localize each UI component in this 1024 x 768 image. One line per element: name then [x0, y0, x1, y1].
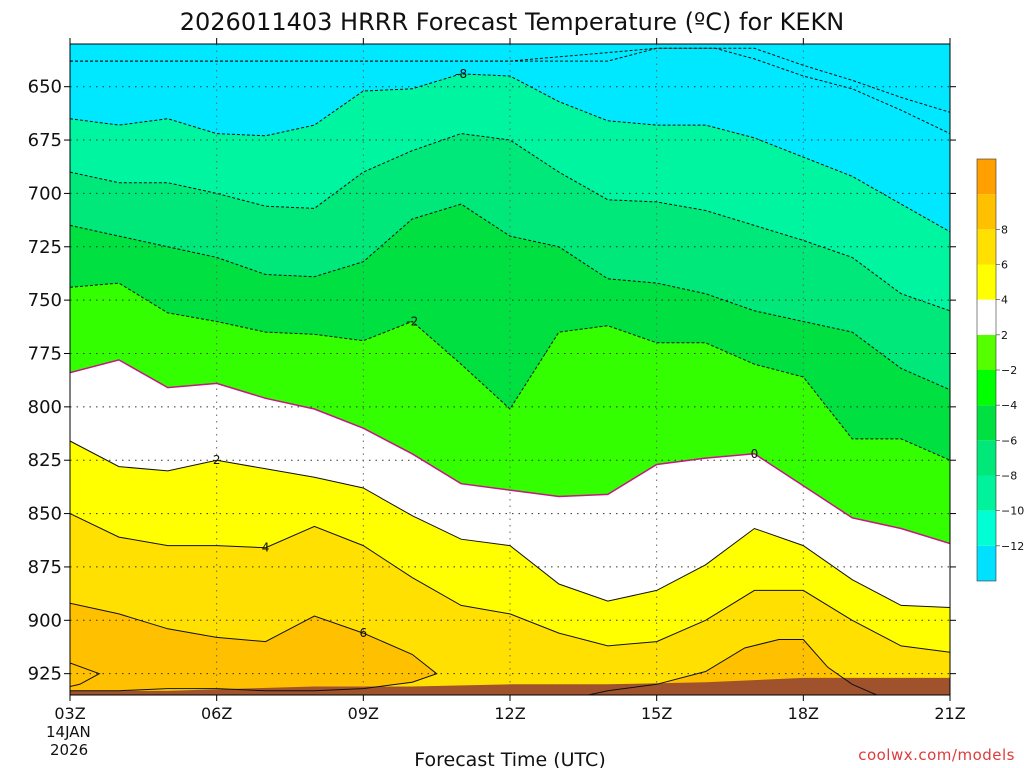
y-tick-label-650: 650	[28, 77, 62, 98]
colorbar-swatch-6	[977, 334, 996, 370]
colorbar-legend: 8 6 4 2 −2 −4 −6 −8 −10 −12	[976, 158, 1024, 582]
x-tick-label-06Z: 06Z	[201, 704, 232, 723]
colorbar-tick-label-2: 4	[1001, 294, 1008, 307]
contour-line-2-7	[70, 440, 950, 608]
x-tick-label-15Z: 15Z	[641, 704, 672, 723]
colorbar-tick-label-0: 8	[1001, 223, 1008, 236]
contour-label-2: 2	[213, 453, 221, 467]
x-axis-first-date: 14JAN	[46, 723, 91, 741]
x-tick-label-03Z: 03Z	[54, 704, 85, 723]
x-axis-ticks: 03Z 06Z 09Z 12Z 15Z 18Z 21Z	[54, 38, 966, 723]
colorbar-swatch-3	[977, 440, 996, 476]
y-tick-label-750: 750	[28, 290, 62, 311]
contour-lines	[70, 47, 950, 695]
contour-line-0-6	[70, 359, 950, 545]
contour-line-6-9	[70, 602, 438, 692]
contour-labels: -8 -2 0 2 4 6	[213, 67, 758, 640]
colorbar-swatch-2	[977, 475, 996, 511]
contour-line-6-10	[70, 662, 101, 687]
colorbar-swatch-10	[977, 194, 996, 230]
y-tick-label-850: 850	[28, 504, 62, 525]
x-tick-label-18Z: 18Z	[788, 704, 819, 723]
contour-line-m10-1	[70, 47, 950, 135]
contour-label-0: 0	[751, 447, 759, 461]
colorbar-swatch-9	[977, 229, 996, 265]
colorbar-swatch-1	[977, 510, 996, 546]
y-tick-label-700: 700	[28, 183, 62, 204]
colorbar-swatch-4	[977, 405, 996, 441]
colorbar-tick-label-8: −10	[1001, 505, 1024, 518]
contour-label--8: -8	[455, 67, 467, 81]
y-tick-label-875: 875	[28, 557, 62, 578]
colorbar-swatch-7	[977, 299, 996, 335]
contour-label-4: 4	[262, 541, 270, 555]
colorbar-tick-label-6: −6	[1001, 434, 1017, 447]
colorbar-tick-label-4: −2	[1001, 364, 1017, 377]
y-axis-ticks: 650 675 700 725 750 775 800 825 850 875 900 925	[28, 77, 956, 685]
x-axis-label: Forecast Time (UTC)	[414, 749, 605, 768]
y-tick-label-675: 675	[28, 130, 62, 151]
credit-link[interactable]: coolwx.com/models	[858, 746, 1015, 764]
y-tick-label-900: 900	[28, 610, 62, 631]
colorbar-swatch-8	[977, 264, 996, 300]
fill-band-6-region-1	[70, 663, 100, 687]
colorbar-tick-label-3: 2	[1001, 329, 1008, 342]
contour-line-6-11	[588, 639, 877, 695]
chart-title: 2026011403 HRRR Forecast Temperature (ºC…	[180, 8, 845, 36]
colorbar-swatch-0	[977, 545, 996, 581]
y-tick-label-925: 925	[28, 664, 62, 685]
x-tick-label-21Z: 21Z	[934, 704, 965, 723]
contour-label-6: 6	[360, 626, 368, 640]
fill-band-6-region-0	[70, 603, 437, 691]
x-tick-label-09Z: 09Z	[348, 704, 379, 723]
x-axis-first-year: 2026	[50, 741, 88, 759]
x-tick-label-12Z: 12Z	[494, 704, 525, 723]
y-tick-label-800: 800	[28, 397, 62, 418]
contour-line-m2-5	[70, 282, 950, 461]
colorbar-tick-label-5: −4	[1001, 399, 1017, 412]
colorbar-tick-label-7: −8	[1001, 470, 1017, 483]
y-tick-label-725: 725	[28, 237, 62, 258]
y-tick-label-825: 825	[28, 450, 62, 471]
contour-line-4-8	[70, 513, 950, 653]
temperature-fill-regions	[70, 44, 950, 695]
y-tick-label-775: 775	[28, 343, 62, 364]
colorbar-swatch-11	[977, 159, 996, 195]
contour-label--2: -2	[406, 314, 418, 328]
colorbar-tick-label-1: 6	[1001, 259, 1008, 272]
colorbar-tick-label-9: −12	[1001, 540, 1024, 553]
contour-line-m4-4	[70, 203, 950, 391]
contour-line-m8-2	[70, 73, 950, 233]
colorbar-swatch-5	[977, 370, 996, 406]
